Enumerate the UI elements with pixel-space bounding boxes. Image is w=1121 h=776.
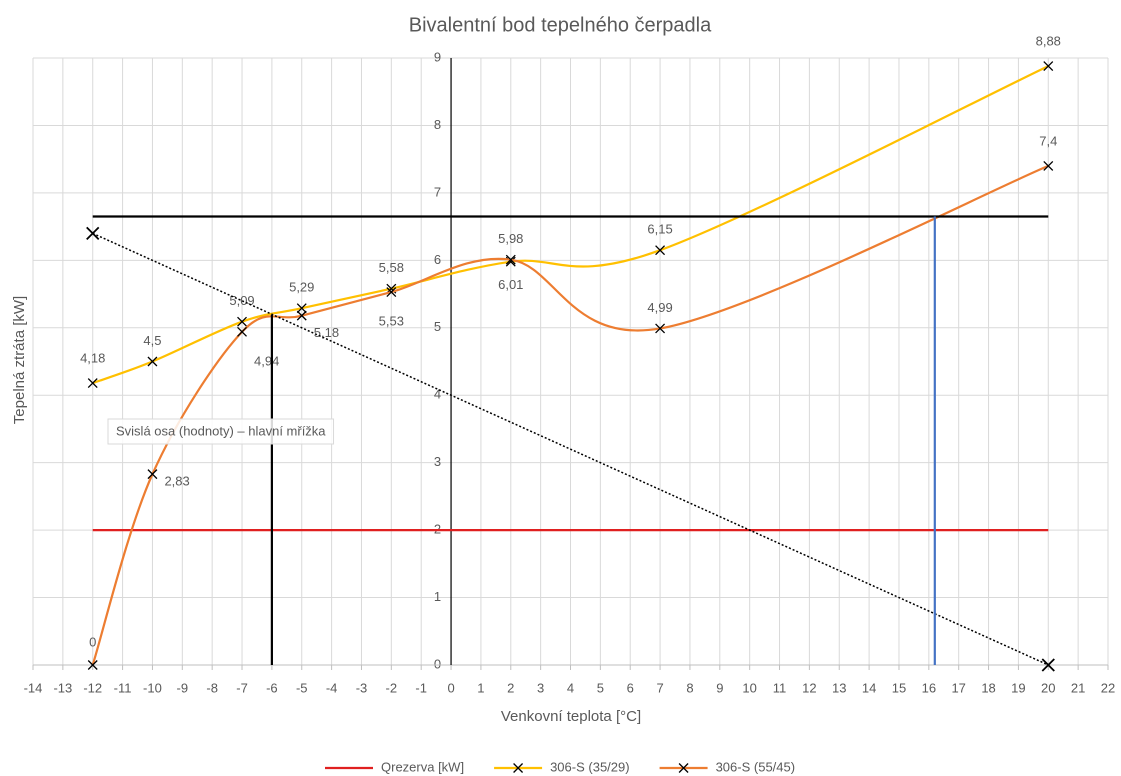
data-label: 8,88 [1036,34,1061,49]
x-tick-label: -2 [386,680,398,695]
data-label: 4,94 [254,353,279,368]
x-tick-label: 14 [862,680,876,695]
x-axis-title: Venkovní teplota [°C] [501,708,641,725]
x-tick-label: 22 [1101,680,1115,695]
x-tick-label: -14 [24,680,43,695]
data-label: 5,98 [498,231,523,246]
y-tick-label: 7 [434,184,441,199]
marker [386,287,397,297]
data-label: 5,58 [379,260,404,275]
plot: 4,18 4,5 5,09 5,29 5,58 5,98 6,15 8,88 0 2,83 4,94… [80,34,1061,672]
marker [505,254,516,265]
x-tick-label: 4 [567,680,574,695]
x-tick-label: -12 [83,680,102,695]
x-tick-label: -6 [266,680,278,695]
marker [237,316,247,327]
x-tick-label: 16 [922,680,936,695]
x-tick-label: 15 [892,680,906,695]
data-label: 7,4 [1039,133,1057,148]
x-tick-label: 11 [773,680,787,695]
x-tick-label: -11 [114,680,132,695]
data-label: 5,53 [379,313,404,328]
marker [237,326,247,337]
tooltip [107,418,335,445]
legend: Qrezerva [kW] 306-S (35/29) 306-S (55/45) [325,759,795,774]
data-label: 6,01 [498,277,523,292]
x-tick-label: 6 [627,680,634,695]
marker [147,356,158,367]
y-tick-label: 9 [434,49,441,64]
y-tick-label: 4 [434,387,441,402]
marker [296,303,307,314]
x-tick-label: -5 [296,680,308,695]
legend-label: 306-S (35/29) [550,759,630,774]
marker [87,660,98,670]
y-tick-label: 5 [434,319,441,334]
x-tick-label: -8 [206,680,218,695]
data-label: 4,5 [143,333,161,348]
x-tick-label: -9 [177,680,189,695]
y-axis-title: Tepelná ztráta [kW] [11,296,28,424]
legend-label: Qrezerva [kW] [381,759,464,774]
y-tick-label: 3 [434,454,441,469]
tooltip-text: Svislá osa (hodnoty) – hlavní mřížka [116,423,326,438]
x-tick-label: -3 [356,680,368,695]
x-tick-label: 3 [537,680,544,695]
data-label: 5,09 [229,293,254,308]
x-tick-label: 2 [507,680,514,695]
marker [147,469,158,480]
x-tick-label: 7 [656,680,663,695]
x-tick-label: 12 [802,680,816,695]
x-tick-label: 18 [981,680,995,695]
y-tick-label: 0 [434,656,441,671]
chart-title: Bivalentní bod tepelného čerpadla [409,14,712,36]
x-tick-label: 9 [716,680,723,695]
data-label: 6,15 [647,222,672,237]
marker [86,226,100,240]
series-line [91,164,1049,666]
x-tick-label: -10 [143,680,162,695]
data-label: 4,99 [647,300,672,315]
y-tick-label: 6 [434,252,441,267]
x-tick-label: -13 [53,680,72,695]
y-tick-label: 8 [434,117,441,132]
legend-marker [513,763,524,773]
x-tick-label: -7 [236,680,248,695]
x-tick-label: 1 [477,680,484,695]
x-tick-label: 0 [447,680,454,695]
x-tick-label: 8 [686,680,693,695]
grid: -14 -13 -12 -11 -10 -9 -8 -7 -6 -5 -4 -3 -2 -1 0 1 2 3 4 5 6… [24,49,1116,695]
marker [87,378,98,389]
marker [1043,61,1054,72]
series-line [92,232,1049,666]
x-tick-label: 5 [597,680,604,695]
data-label: 5,18 [314,325,339,340]
x-tick-label: 13 [832,680,846,695]
legend-label: 306-S (55/45) [716,759,796,774]
x-tick-label: 20 [1041,680,1055,695]
x-tick-label: 21 [1071,680,1085,695]
data-label: 0 [89,634,96,649]
marker [1043,160,1054,171]
x-tick-label: -1 [415,680,427,695]
marker [655,245,666,256]
marker [655,323,666,334]
x-tick-label: 10 [742,680,756,695]
data-label: 5,29 [289,280,314,295]
marker [296,310,307,321]
x-tick-label: 17 [951,680,965,695]
marker [1041,658,1055,672]
data-label: 4,18 [80,351,105,366]
x-tick-label: -4 [326,680,338,695]
y-tick-label: 1 [434,589,441,604]
data-label: 2,83 [164,474,189,489]
x-tick-label: 19 [1011,680,1025,695]
legend-marker [678,763,689,773]
